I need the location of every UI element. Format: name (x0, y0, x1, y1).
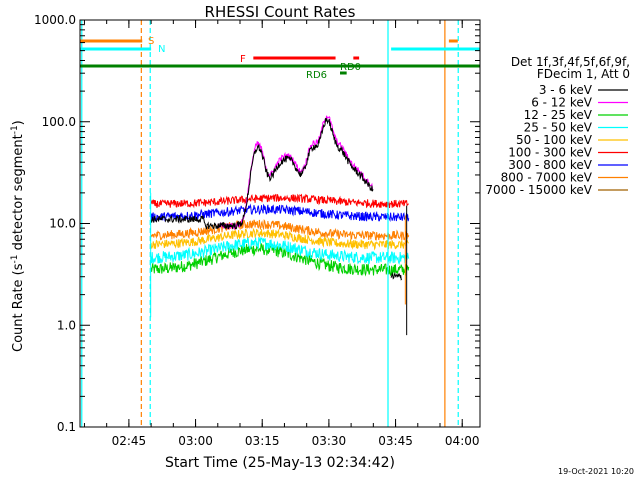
night-flag-label: N (158, 44, 165, 55)
legend-header-line-1: Det 1f,3f,4f,5f,6f,9f, (511, 55, 630, 69)
trace-3-6-kev (150, 117, 374, 230)
y-tick-label: 100.0 (42, 115, 76, 129)
legend-label: 800 - 7000 keV (501, 171, 593, 185)
x-tick-label: 03:00 (178, 434, 213, 448)
legend-label: 50 - 100 keV (516, 133, 593, 147)
trace-50-100-kev (150, 227, 409, 251)
trace-6-12-kev (217, 115, 373, 231)
legend-label: 100 - 300 keV (508, 146, 592, 160)
trace-12-25-kev (150, 242, 410, 277)
trace-800-7000-kev (150, 218, 410, 242)
trace-100-300-kev (150, 193, 409, 209)
x-tick-label: 03:30 (312, 434, 347, 448)
legend-header-line-2: FDecim 1, Att 0 (537, 67, 630, 81)
x-tick-label: 04:00 (445, 434, 480, 448)
y-tick-label: 10.0 (49, 217, 76, 231)
plot-data-layer: SN F RD0 RD6 (80, 20, 480, 427)
flare-flag-label: F (240, 54, 246, 65)
legend-label: 12 - 25 keV (524, 108, 593, 122)
legend: Det 1f,3f,4f,5f,6f,9f, FDecim 1, Att 0 3… (485, 55, 630, 197)
y-tick-label: 0.1 (57, 420, 76, 434)
x-tick-label: 03:45 (378, 434, 413, 448)
x-tick-label: 02:45 (112, 434, 147, 448)
rd6-flag-label: RD6 (306, 70, 327, 81)
saa-flag-label: S (148, 36, 154, 47)
axes-layer: 0.1 1.0 10.0 100.0 1000.0 02:45 03:00 03:15 03:3… (34, 13, 480, 448)
plot-frame (79, 19, 481, 428)
x-tick-label: 03:15 (245, 434, 280, 448)
y-axis-label: Count Rate (s-1 detector segment-1) (10, 120, 26, 352)
generation-timestamp: 19-Oct-2021 10:20 (558, 467, 634, 476)
legend-label: 300 - 800 keV (508, 158, 592, 172)
trace-3-6-kev-tail (390, 271, 403, 281)
legend-label: 7000 - 15000 keV (485, 183, 592, 197)
y-tick-label: 1.0 (57, 318, 76, 332)
legend-label: 25 - 50 keV (524, 121, 593, 135)
rd0-flag-label: RD0 (340, 62, 361, 73)
trace-25-50-kev (150, 236, 410, 265)
legend-label: 6 - 12 keV (531, 96, 593, 110)
y-tick-label: 1000.0 (34, 13, 76, 27)
x-axis-label: Start Time (25-May-13 02:34:42) (165, 455, 395, 471)
legend-label: 3 - 6 keV (539, 83, 593, 97)
chart-title: RHESSI Count Rates (205, 3, 356, 21)
